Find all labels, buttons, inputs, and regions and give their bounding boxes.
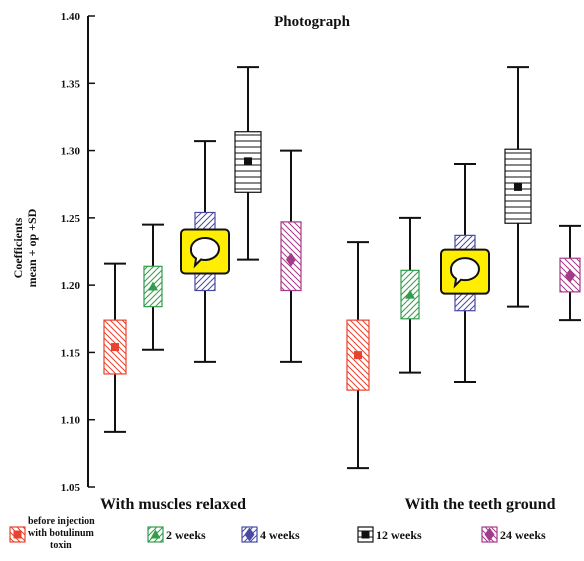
legend-item-24-weeks: 24 weeks [481, 526, 546, 543]
legend-label-line: with botulinum [28, 528, 95, 539]
legend-marker [244, 527, 255, 542]
legend-marker [484, 527, 495, 542]
box-body [504, 148, 532, 224]
box-24-weeks-group-1 [280, 149, 302, 363]
box-24-weeks-group-2 [559, 224, 581, 322]
legend-label-line: before injection [28, 516, 95, 527]
y-tick-label: 1.10 [61, 415, 81, 427]
y-ticks: 1.05 1.10 1.15 1.20 1.25 1.30 1.35 1.40 [61, 11, 95, 494]
group-label-teeth-ground: With the teeth ground [405, 496, 556, 513]
legend-marker [361, 530, 370, 539]
legend-label: 24 weeks [500, 528, 546, 542]
speech-bubble-icon [440, 248, 490, 295]
box-2-weeks-group-1 [142, 223, 164, 351]
legend-marker [150, 529, 161, 539]
group-label-relaxed: With muscles relaxed [100, 496, 246, 513]
callout-icons [180, 228, 490, 295]
mean-marker [405, 289, 415, 299]
y-tick-label: 1.30 [61, 146, 81, 158]
mean-marker [148, 281, 158, 291]
box-before-injection-group-2 [346, 241, 370, 470]
y-tick-label: 1.35 [61, 78, 81, 90]
y-axis-label-line-1: Coefficients [11, 217, 25, 278]
mean-marker [286, 252, 296, 267]
y-tick-label: 1.15 [61, 347, 81, 359]
box-12-weeks-group-2 [504, 66, 532, 308]
legend-label: 4 weeks [260, 528, 300, 542]
y-tick-label: 1.25 [61, 213, 81, 225]
speech-bubble-icon [180, 228, 230, 275]
chart-title: Photograph [274, 14, 351, 30]
y-axis-label: Coefficients mean + op +SD [11, 208, 39, 287]
mean-marker [565, 268, 575, 283]
mean-marker [111, 343, 119, 352]
y-tick-label: 1.40 [61, 11, 81, 23]
legend-label: 2 weeks [166, 528, 206, 542]
boxes [103, 66, 581, 470]
mean-marker [354, 351, 362, 360]
legend-item-12-weeks: 12 weeks [357, 526, 422, 543]
legend-item-2-weeks: 2 weeks [147, 526, 206, 543]
legend-label-line: toxin [50, 540, 72, 551]
legend-marker [13, 530, 22, 539]
box-2-weeks-group-2 [399, 216, 421, 374]
mean-marker [514, 182, 522, 191]
box-before-injection-group-1 [103, 262, 127, 433]
y-tick-label: 1.05 [61, 482, 81, 494]
y-axis-label-line-2: mean + op +SD [25, 208, 39, 287]
legend-item-4-weeks: 4 weeks [241, 526, 300, 543]
mean-marker [244, 157, 252, 166]
box-12-weeks-group-1 [234, 66, 262, 261]
legend-label: 12 weeks [376, 528, 422, 542]
y-tick-label: 1.20 [61, 280, 81, 292]
